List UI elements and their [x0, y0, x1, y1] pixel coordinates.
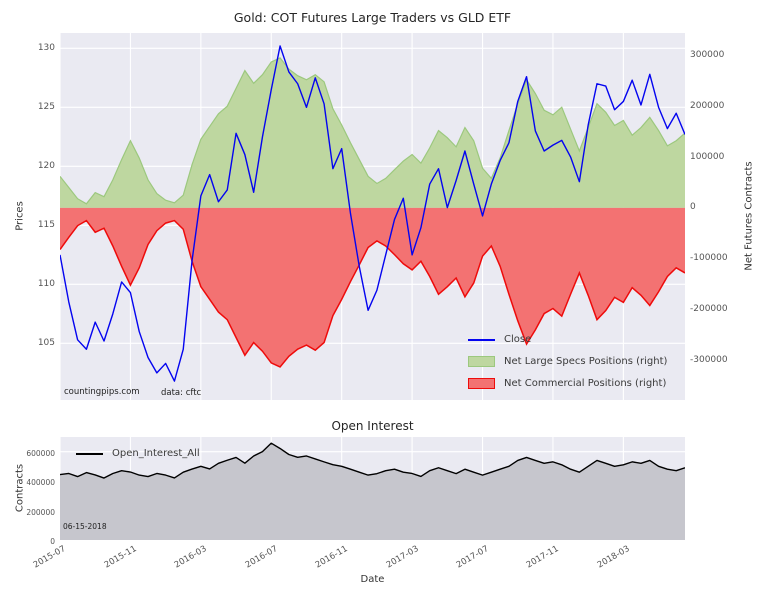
- open-interest-area: [60, 443, 685, 540]
- bottom-legend: Open_Interest_All: [76, 447, 200, 460]
- bottom-y-tick-label: 400000: [26, 478, 55, 488]
- legend-label-commercial: Net Commercial Positions (right): [504, 378, 667, 389]
- bottom-y-tick-label: 200000: [26, 507, 55, 517]
- legend-item-large-specs: Net Large Specs Positions (right): [468, 355, 667, 368]
- left-y-tick-label: 105: [37, 337, 55, 348]
- bottom-plot-area: [60, 437, 685, 540]
- net-commercial-edge: [60, 219, 685, 368]
- right-y-tick-label: -200000: [690, 304, 728, 315]
- close-line-swatch: [468, 338, 495, 341]
- bottom-plot-svg: [60, 437, 685, 540]
- left-y-axis-label: Prices: [14, 201, 26, 231]
- right-y-tick-label: 300000: [690, 49, 725, 60]
- x-tick-label: 2016-11: [313, 544, 350, 571]
- x-tick-label: 2018-03: [595, 544, 632, 571]
- bottom-y-tick-label: 600000: [26, 448, 55, 458]
- x-axis-label: Date: [360, 574, 385, 585]
- open-interest-line-swatch: [76, 452, 103, 455]
- bottom-chart-title: Open Interest: [331, 419, 414, 433]
- left-y-tick-label: 115: [37, 219, 55, 230]
- right-y-tick-label: 100000: [690, 151, 725, 162]
- legend-item-open-interest: Open_Interest_All: [76, 447, 200, 460]
- x-tick-label: 2017-07: [454, 544, 491, 571]
- report-date-annotation: 06-15-2018: [63, 522, 107, 531]
- left-y-tick-label: 130: [37, 42, 55, 53]
- right-y-axis-label: Net Futures Contracts: [743, 161, 755, 271]
- open-interest-line: [60, 442, 685, 479]
- top-chart-title: Gold: COT Futures Large Traders vs GLD E…: [233, 10, 512, 25]
- bottom-y-tick-label: 0: [50, 537, 55, 546]
- x-tick-label: 2016-07: [243, 544, 280, 571]
- right-y-tick-label: 200000: [690, 100, 725, 111]
- commercial-patch-swatch: [468, 378, 495, 389]
- x-tick-label: 2017-11: [525, 544, 561, 571]
- bottom-y-axis-label: Contracts: [14, 463, 26, 513]
- right-y-tick-label: -100000: [690, 253, 728, 264]
- net-large-specs-edge: [60, 57, 685, 205]
- legend-item-commercial: Net Commercial Positions (right): [468, 377, 667, 390]
- top-plot-svg: [60, 33, 685, 400]
- watermark-data-source: data: cftc: [161, 388, 202, 398]
- right-y-tick-label: -300000: [690, 354, 728, 365]
- legend-label-close: Close: [504, 334, 532, 345]
- legend-label-open-interest: Open_Interest_All: [112, 448, 200, 459]
- watermark-site: countingpips.com: [64, 387, 140, 397]
- right-y-tick-label: 0: [690, 202, 696, 213]
- top-legend: Close Net Large Specs Positions (right) …: [468, 333, 667, 390]
- x-tick-label: 2016-03: [173, 544, 209, 571]
- net-large-specs-area: [60, 57, 685, 208]
- x-tick-label: 2015-11: [102, 544, 139, 571]
- left-y-tick-label: 125: [37, 101, 55, 112]
- close-price-line: [60, 45, 685, 382]
- left-y-tick-label: 110: [37, 278, 55, 289]
- legend-item-close: Close: [468, 333, 667, 346]
- x-tick-label: 2017-03: [384, 544, 421, 571]
- top-plot-area: [60, 33, 685, 400]
- legend-label-large-specs: Net Large Specs Positions (right): [504, 356, 668, 367]
- left-y-tick-label: 120: [37, 160, 55, 171]
- net-commercial-area: [60, 207, 685, 367]
- large-specs-patch-swatch: [468, 356, 495, 367]
- x-tick-label: 2015-07: [32, 544, 68, 571]
